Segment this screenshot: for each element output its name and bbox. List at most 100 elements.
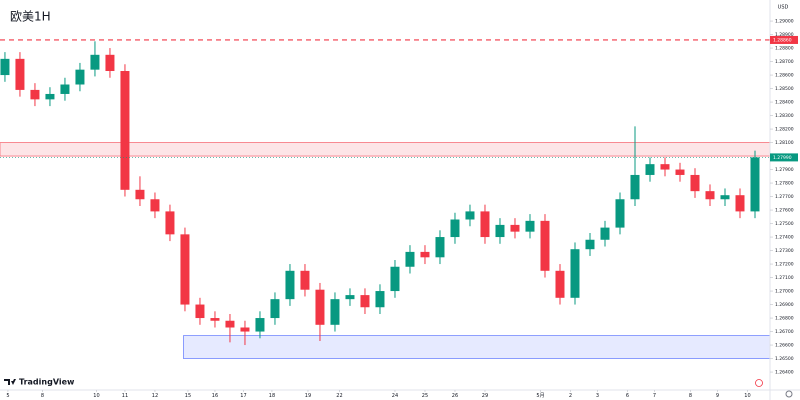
y-tick-label: 1.28400 [775,100,794,106]
x-tick-label: 15 [185,393,191,399]
y-tick-label: 1.27700 [775,194,794,200]
candle-body [390,266,400,292]
candle-body [570,249,580,298]
y-tick-label: 1.26700 [775,329,794,335]
y-tick-label: 1.28800 [775,46,794,52]
y-tick-label: 1.29000 [775,19,794,25]
candles [0,39,770,346]
candle-body [660,164,670,170]
candle-body [180,234,190,305]
candle-body [690,174,700,192]
candle-body [135,189,145,200]
y-tick-label: 1.27200 [775,262,794,268]
x-tick-label: 8 [41,393,44,399]
candle-body [45,93,55,100]
currency: USD [778,5,789,11]
y-tick-label: 1.28100 [775,140,794,146]
candle-body [750,157,760,212]
x-tick-label: 9 [716,393,719,399]
candle-body [435,237,445,258]
candle-body [645,164,655,175]
logo: TradingView [4,378,75,387]
candle-body [30,89,40,100]
y-tick-label: 1.27300 [775,248,794,254]
x-tick-label: 12 [152,393,158,399]
candle-body [465,211,475,220]
y-tick-label: 1.26600 [775,343,794,349]
x-tick-label: 16 [212,393,218,399]
level-label-bg [770,35,798,44]
y-tick-label: 1.28700 [775,59,794,65]
candle-body [585,239,595,250]
candle-body [450,219,460,238]
candle-body [105,54,115,72]
last-price-bg [770,153,798,162]
candle-body [15,58,25,90]
x-tick-label: 10 [744,393,750,399]
candle-body [510,224,520,232]
candle-body [540,220,550,271]
candle-body [675,169,685,175]
y-tick-label: 1.28200 [775,127,794,133]
candle-body [405,251,415,267]
chart-title: 欧美1H [10,10,51,24]
x-tick-label: 6 [626,393,629,399]
y-tick-label: 1.26800 [775,316,794,322]
y-tick-label: 1.27400 [775,235,794,241]
candle-body [420,251,430,258]
candle-body [360,295,370,308]
logo-icon [4,379,16,385]
candle-body [270,299,280,319]
candle-body [210,318,220,321]
x-tick-label: 3 [596,393,599,399]
candle-body [615,199,625,228]
x-tick-label: 26 [452,393,458,399]
candle-body [315,289,325,325]
y-tick-label: 1.28900 [775,32,794,38]
y-tick-label: 1.27600 [775,208,794,214]
candle-body [60,84,70,94]
y-tick-label: 1.27800 [775,181,794,187]
candle-body [525,220,535,232]
candle-body [120,71,130,190]
candle-body [225,320,235,328]
candle-body [345,295,355,300]
candle-body [150,199,160,212]
x-tick-label: 25 [422,393,428,399]
candle-body [165,211,175,235]
y-tick-label: 1.28300 [775,113,794,119]
event-icon[interactable] [755,379,763,387]
zone [0,142,771,157]
y-tick-label: 1.26900 [775,302,794,308]
settings-icon[interactable] [785,390,793,398]
candle-body [75,69,85,85]
candle-body [300,270,310,290]
candle-body [630,174,640,200]
x-tick-label: 19 [305,393,311,399]
y-tick-label: 1.28500 [775,86,794,92]
y-tick-label: 1.28600 [775,73,794,79]
last-price-label: 1.27990 [773,155,792,161]
y-tick-label: 1.26400 [775,370,794,376]
candle-body [195,304,205,319]
x-tick-label: 11 [122,393,128,399]
x-tick-label: 10 [93,393,99,399]
y-tick-label: 1.27500 [775,221,794,227]
candle-body [555,270,565,298]
candle-body [285,270,295,300]
candle-body [330,299,340,325]
candle-body [255,318,265,332]
candle-body [720,195,730,200]
zones [0,142,771,359]
x-tick-label: 18 [269,393,275,399]
x-tick-label: 29 [482,393,488,399]
y-tick-label: 1.26500 [775,356,794,362]
y-tick-label: 1.27900 [775,167,794,173]
candle-body [90,54,100,70]
x-tick-label: 17 [240,393,246,399]
x-tick-label: 2 [569,393,572,399]
level-label: 1.28860 [773,37,792,43]
candle-body [480,211,490,238]
